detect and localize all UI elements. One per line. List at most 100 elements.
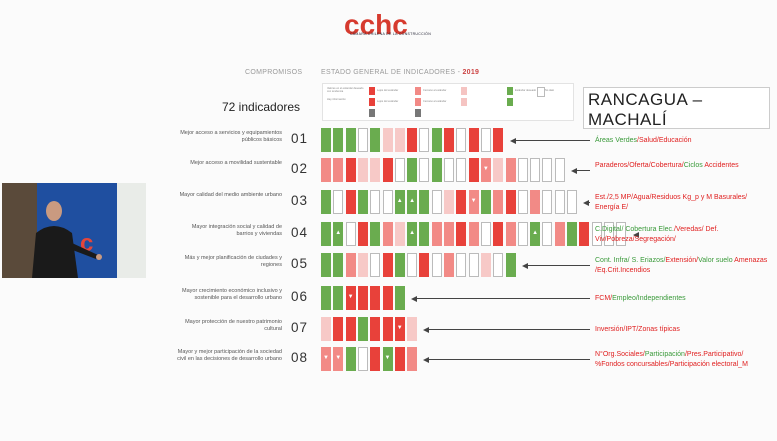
indicator-cell: ▲ <box>517 190 528 214</box>
arrow-line <box>428 359 590 360</box>
trend-up-icon: ▲ <box>409 198 416 204</box>
commitment-number: 04 <box>291 225 309 240</box>
indicator-cell <box>382 317 393 341</box>
indicator-cell <box>345 347 356 371</box>
indicator-cell <box>579 222 590 246</box>
description-segment: Paraderos/Oferta/Cobertura/ <box>595 162 684 169</box>
trend-up-icon: ▲ <box>409 230 416 236</box>
indicator-cell <box>444 158 454 182</box>
indicator-cell <box>394 158 405 182</box>
indicator-row: Más y mejor planificación de ciudades y … <box>0 253 777 283</box>
indicator-cell <box>542 158 553 182</box>
indicator-cell <box>321 128 331 152</box>
arrow-line <box>416 298 590 299</box>
legend-swatch <box>369 98 375 106</box>
indicator-cell: ▲ <box>394 190 405 214</box>
indicator-cell <box>419 190 430 214</box>
indicator-cell: ▲ <box>333 222 344 246</box>
legend-swatch <box>415 98 421 106</box>
indicator-cell <box>345 253 356 277</box>
indicator-row: Mayor y mejor participación de la socied… <box>0 347 777 377</box>
description-segment: C.Digital/ Cobertura Elec. <box>595 226 674 233</box>
commitment-label: Mayor crecimiento económico inclusivo y … <box>182 288 282 301</box>
trend-up-icon: ▲ <box>335 230 342 236</box>
description-segment: Participación <box>644 351 685 358</box>
trend-up-icon: ▲ <box>520 199 527 205</box>
indicator-cell <box>603 222 614 246</box>
indicator-cell <box>357 317 368 341</box>
indicator-cell <box>382 286 393 310</box>
indicator-cell: ▼ <box>394 317 405 341</box>
legend-swatch <box>369 109 375 117</box>
indicator-cell <box>468 222 479 246</box>
indicator-cell <box>345 190 356 214</box>
indicator-cell <box>554 158 565 182</box>
indicator-cell <box>444 253 454 277</box>
indicator-cell <box>493 222 504 246</box>
indicator-cell <box>382 222 393 246</box>
indicator-cell <box>382 190 393 214</box>
indicator-cell <box>431 190 442 214</box>
indicator-description: FCM/Empleo/Independientes <box>595 294 773 304</box>
description-segment: /Veredas/ Def. Viv/Pobreza/Segregación/ <box>595 226 719 243</box>
indicator-cell <box>321 158 331 182</box>
legend-swatch <box>461 98 467 106</box>
indicator-row: Mayor protección de nuestro patrimonio c… <box>0 317 777 347</box>
indicator-cell <box>357 190 368 214</box>
legend-swatch <box>369 87 375 95</box>
indicator-cell <box>567 222 577 246</box>
commitment-number: 03 <box>291 193 309 208</box>
description-segment: Amenazas /Eq.Crit.Incendios <box>595 257 768 274</box>
commitments-header: COMPROMISOS <box>245 69 303 76</box>
indicator-row: Mejor acceso a servicios y equipamientos… <box>0 128 777 158</box>
indicator-cell <box>370 286 381 310</box>
indicator-cell <box>480 190 491 214</box>
indicator-cell <box>345 158 356 182</box>
cchc-logo: cchc <box>344 10 408 40</box>
indicator-cell: ▼ <box>382 347 393 371</box>
indicator-cell <box>333 158 344 182</box>
indicator-cell <box>394 253 405 277</box>
indicator-description: Cont. Infra/ S. Eriazos/Extensión/Valor … <box>595 256 773 276</box>
indicator-cell <box>370 253 381 277</box>
indicator-cell <box>419 222 430 246</box>
trend-up-icon: ▲ <box>396 198 403 204</box>
arrow-icon <box>571 168 577 174</box>
indicator-cell <box>321 190 331 214</box>
indicator-cell <box>333 128 344 152</box>
logo-subtitle: CÁMARA CHILENA DE LA CONSTRUCCIÓN <box>349 32 432 36</box>
arrow-line <box>514 140 590 141</box>
description-segment: Est./2,5 MP/Agua/Residuos Kg_p y M Basur… <box>595 194 748 211</box>
speaker-image: c <box>2 183 146 278</box>
indicator-row: Mayor calidad del medio ambiente urbano 0… <box>0 190 777 220</box>
indicator-cell: ▼ <box>345 286 356 310</box>
arrow-icon <box>423 357 430 363</box>
indicators-header: ESTADO GENERAL DE INDICADORES - 2019 <box>321 69 480 76</box>
description-segment: FCM/ <box>595 295 613 302</box>
indicator-cell <box>456 128 467 152</box>
indicator-cell <box>419 158 430 182</box>
trend-down-icon: ▼ <box>384 355 391 361</box>
description-segment: Áreas Verdes <box>595 137 638 144</box>
indicator-cell <box>357 253 368 277</box>
commitment-number: 07 <box>291 320 309 335</box>
indicator-cell <box>431 158 442 182</box>
indicator-cell <box>554 222 565 246</box>
indicator-cell <box>321 286 331 310</box>
indicator-cell <box>407 347 418 371</box>
speaker-video[interactable]: c <box>2 183 146 278</box>
indicator-cell <box>493 190 504 214</box>
arrow-icon <box>521 263 528 269</box>
indicator-cell <box>419 128 430 152</box>
indicator-cell: ▼ <box>333 347 344 371</box>
indicator-cell: ▲ <box>407 190 418 214</box>
indicator-cell <box>370 190 381 214</box>
commitment-number: 02 <box>291 161 309 176</box>
indicator-cell <box>370 128 381 152</box>
legend-swatch <box>415 87 421 95</box>
indicator-cell <box>431 222 442 246</box>
description-segment: N°Org.Sociales/ <box>595 351 645 358</box>
indicator-cell <box>419 253 430 277</box>
indicator-cell <box>394 222 405 246</box>
indicator-cell <box>370 158 381 182</box>
